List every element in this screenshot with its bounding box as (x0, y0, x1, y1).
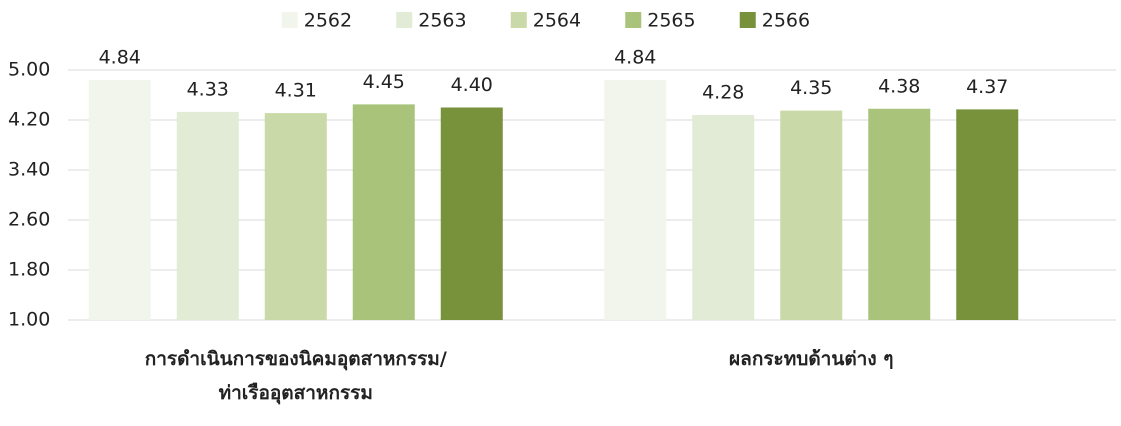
value-label: 4.40 (451, 74, 493, 96)
y-tick-label: 3.40 (8, 159, 50, 181)
value-label: 4.84 (99, 47, 141, 69)
y-tick-label: 1.80 (8, 259, 50, 281)
x-tick-label: การดำเนินการของนิคมอุตสาหกรรม/ ท่าเรืออุ… (144, 348, 447, 404)
bar (604, 80, 667, 320)
legend-label: 2563 (418, 10, 466, 32)
legend-swatch (625, 12, 642, 28)
bar (352, 104, 415, 320)
value-label: 4.35 (790, 77, 832, 99)
value-label: 4.28 (702, 82, 744, 104)
value-label: 4.37 (966, 76, 1008, 98)
bar (868, 108, 931, 320)
bar (176, 111, 239, 320)
legend-label: 2565 (647, 10, 695, 32)
legend-label: 2564 (533, 10, 581, 32)
legend-swatch (510, 12, 527, 28)
bar (692, 115, 755, 320)
y-tick-label: 5.00 (8, 59, 50, 81)
bar (264, 113, 327, 320)
legend-swatch (739, 12, 756, 28)
y-tick-label: 4.20 (8, 109, 50, 131)
value-label: 4.38 (878, 75, 920, 97)
value-label: 4.31 (275, 80, 317, 102)
bar (956, 109, 1019, 320)
value-label: 4.84 (614, 47, 656, 69)
y-tick-label: 2.60 (8, 209, 50, 231)
legend-swatch (281, 12, 298, 28)
bar (88, 80, 151, 320)
legend-label: 2562 (304, 10, 352, 32)
value-label: 4.33 (187, 78, 229, 100)
bar (780, 110, 843, 320)
bar (440, 107, 503, 320)
legend-label: 2566 (762, 10, 810, 32)
legend-swatch (396, 12, 413, 28)
value-label: 4.45 (363, 71, 405, 93)
y-tick-label: 1.00 (8, 309, 50, 331)
x-tick-label: ผลกระทบด้านต่าง ๆ (729, 348, 894, 370)
